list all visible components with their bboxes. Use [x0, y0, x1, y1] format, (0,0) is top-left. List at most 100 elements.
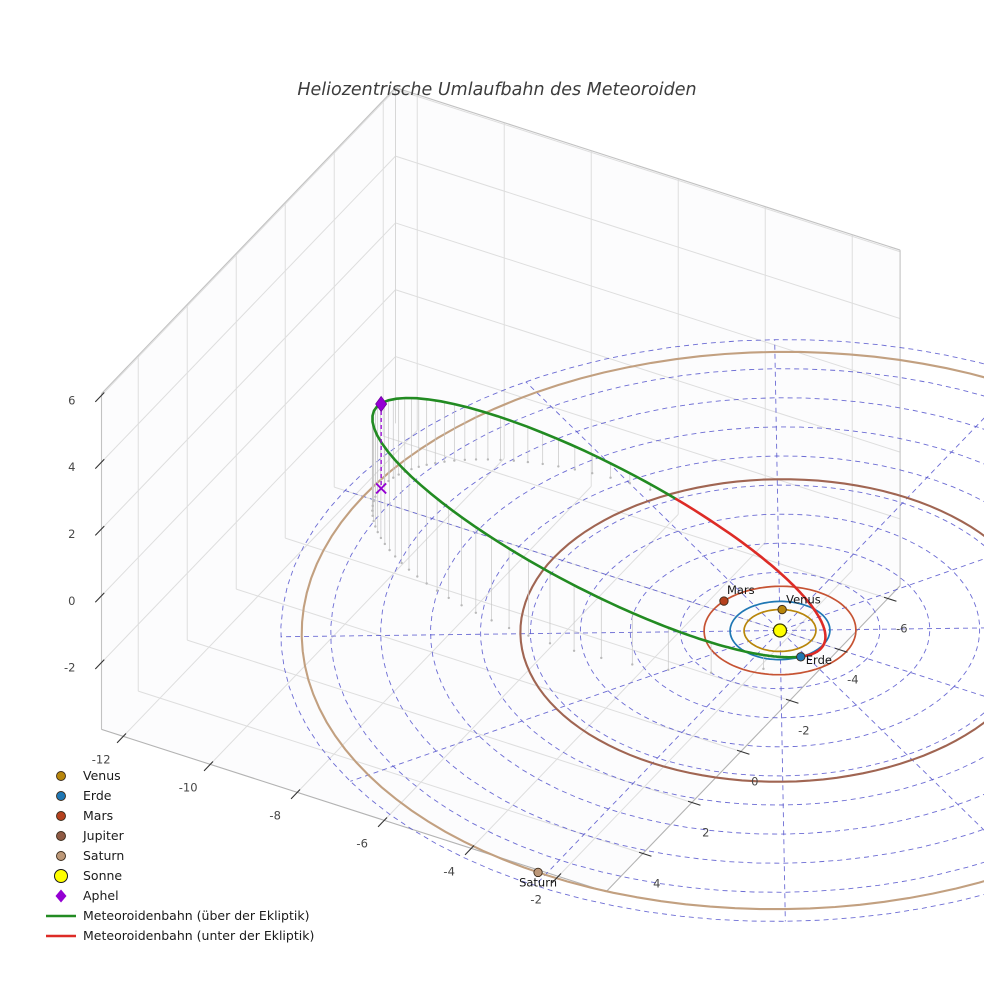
stem-base-dot — [372, 499, 375, 503]
stem-base-dot — [573, 468, 577, 471]
stem-base-dot — [453, 459, 456, 462]
stem-base-dot — [648, 488, 652, 491]
plot-title: Heliozentrische Umlaufbahn des Meteoroid… — [297, 80, 696, 100]
stem-base-dot — [435, 589, 439, 592]
grid-right-z — [395, 222, 901, 386]
grid-floor-x — [209, 458, 505, 765]
ecliptic-spoke-150 — [280, 630, 778, 638]
z-tick-label: -2 — [64, 661, 75, 675]
planet-dot-erde — [796, 652, 806, 662]
grid-floor-y — [383, 435, 889, 599]
z-tick-label: 4 — [68, 460, 75, 474]
stem-base-dot — [400, 561, 403, 565]
stem-base-dot — [374, 495, 377, 498]
legend-label-venus: Venus — [83, 768, 121, 783]
grid-floor-x — [122, 430, 418, 737]
edge-y-axis — [605, 585, 901, 893]
legend-label-aphel: Aphel — [83, 888, 119, 903]
stem-base-dot — [527, 634, 530, 637]
x-tick-label: -4 — [443, 864, 454, 878]
planet-label-mars: Mars — [727, 583, 755, 597]
stem-base-dot — [526, 460, 530, 464]
aphelion-marker-group — [375, 395, 388, 495]
stem-base-dot — [447, 596, 450, 600]
stem-base-dot — [388, 548, 391, 552]
planet-dot-saturn — [533, 867, 543, 878]
stem-base-dot — [600, 656, 603, 660]
legend-marker-aphel — [55, 889, 67, 903]
z-tick-label: 2 — [68, 527, 75, 541]
z-tick-mark — [94, 392, 105, 403]
edge-x-axis — [101, 728, 607, 893]
axis-ticks: -12 -10 -8 -6 -4 -2 -6 -4 -2 0 2 4 -2 0 2 4 6 — [64, 392, 908, 906]
stem-base-dot — [512, 459, 516, 462]
grid-floor-y — [187, 639, 693, 803]
stem-base-dot — [374, 525, 377, 528]
x-tick-label: -10 — [179, 780, 198, 794]
stem-base-dot — [393, 555, 397, 558]
z-tick-mark — [94, 659, 105, 670]
planet-orbit-jupiter — [519, 478, 984, 783]
z-tick-mark — [94, 458, 105, 470]
stem-base-dot — [392, 476, 395, 479]
grid-left-z — [101, 222, 396, 530]
ecliptic-spoke-270 — [781, 417, 984, 630]
planet-orbit-saturn — [300, 350, 984, 911]
x-tick-mark — [464, 845, 475, 856]
stem-base-dot — [383, 542, 387, 546]
legend-marker-sonne — [54, 869, 68, 883]
x-tick-mark — [116, 733, 127, 744]
planet-dot-venus — [777, 604, 787, 615]
planet-label-saturn: Saturn — [519, 875, 557, 889]
planet-markers: Venus Erde Mars Saturn — [519, 583, 832, 889]
y-tick-mark — [834, 647, 848, 653]
grid-right-z — [395, 155, 901, 320]
axes-panes — [101, 87, 901, 892]
grid-right-z — [395, 356, 901, 520]
stem-base-dot — [474, 458, 478, 461]
edge-top-left — [101, 87, 396, 395]
ecliptic-spoke-210 — [525, 381, 779, 630]
y-tick-mark — [785, 698, 799, 704]
legend-marker-saturn — [56, 851, 66, 861]
stem-base-dot — [417, 465, 420, 469]
z-tick-label: 6 — [68, 393, 75, 407]
meteoroid-stems — [371, 398, 765, 674]
planet-orbit-mars — [703, 585, 857, 676]
stem-base-dot — [425, 463, 428, 467]
stem-base-dot — [425, 582, 428, 585]
grid-right-z — [395, 88, 901, 253]
planet-dot-mars — [719, 596, 729, 606]
edge-top-right — [395, 87, 901, 251]
y-tick-label: -2 — [798, 724, 809, 738]
y-tick-label: 0 — [751, 775, 758, 789]
legend-marker-mars — [56, 811, 66, 821]
stem-base-dot — [460, 604, 463, 607]
grid-floor-y — [236, 588, 742, 752]
meteoroid-orbit — [371, 396, 827, 659]
stem-base-dot — [474, 611, 478, 614]
ecliptic-spoke-330 — [782, 627, 984, 631]
ecliptic-spoke-60 — [779, 632, 786, 922]
grid-floor-y — [138, 690, 644, 854]
stem-base-dot — [667, 668, 670, 672]
meteoroid-orbit-above-ecliptic — [371, 396, 802, 659]
legend-label-jupiter: Jupiter — [82, 828, 125, 843]
ecliptic-spoke-120 — [350, 630, 778, 782]
legend-label-orbit-above: Meteoroidenbahn (über der Ekliptik) — [83, 908, 309, 923]
y-tick-label: 4 — [653, 877, 660, 891]
legend-label-erde: Erde — [83, 788, 112, 803]
stem-base-dot — [486, 458, 490, 461]
y-tick-mark — [687, 800, 701, 806]
stem-base-dot — [443, 460, 446, 463]
grid-left-z — [101, 89, 396, 396]
ecliptic-polar-grid — [280, 339, 984, 922]
stem-base-dot — [762, 667, 765, 671]
legend-label-sonne: Sonne — [83, 868, 122, 883]
grid-floor-x — [557, 570, 853, 877]
stem-base-dot — [548, 642, 552, 645]
stem-base-dot — [591, 471, 594, 475]
legend-label-saturn: Saturn — [83, 848, 124, 863]
stem-base-dot — [371, 504, 374, 508]
planet-label-venus: Venus — [786, 593, 821, 607]
